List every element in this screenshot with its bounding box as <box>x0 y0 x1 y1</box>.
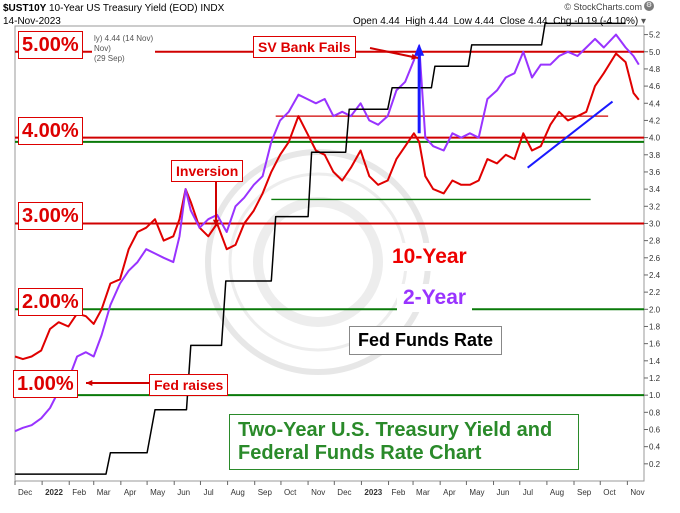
trend-line <box>527 100 614 169</box>
x-tick-label: Apr <box>443 488 456 497</box>
x-tick-label: 2022 <box>45 488 63 497</box>
y-tick-label: 3.2 <box>649 202 661 211</box>
low-value: Low 4.44 <box>453 16 495 27</box>
y-tick-label: 0.6 <box>649 425 661 434</box>
label-2-year: 2-Year <box>397 284 473 312</box>
y-tick-label: 3.0 <box>649 219 661 228</box>
y-tick-label: 3.4 <box>649 185 661 194</box>
stockcharts-credit: © StockCharts.com <box>564 2 642 12</box>
y-tick-label: 2.0 <box>649 305 661 314</box>
y-tick-label: 1.8 <box>649 322 661 331</box>
annotation-sv-bank-fails: SV Bank Fails <box>253 36 356 58</box>
y-tick-label: 4.8 <box>649 65 661 74</box>
inversion-arrow-head <box>212 219 220 226</box>
y-tick-label: 0.4 <box>649 443 661 452</box>
label-1-percent: 1.00% <box>13 370 78 398</box>
symbol: $UST10Y <box>3 3 47 14</box>
x-tick-label: Jul <box>523 488 533 497</box>
dropdown-arrow-icon[interactable]: ▾ <box>640 16 646 27</box>
y-tick-label: 1.2 <box>649 374 661 383</box>
x-tick-label: Mar <box>416 488 430 497</box>
x-tick-label: Dec <box>18 488 32 497</box>
series-line-2-year <box>14 33 640 433</box>
x-tick-label: Oct <box>603 488 616 497</box>
y-tick-label: 2.2 <box>649 288 661 297</box>
x-tick-label: Apr <box>124 488 137 497</box>
y-tick-label: 4.0 <box>649 134 661 143</box>
x-tick-label: Jun <box>497 488 510 497</box>
label-5-percent: 5.00% <box>18 31 83 59</box>
y-tick-label: 4.6 <box>649 82 661 91</box>
watermark-emblem <box>253 197 383 327</box>
symbol-description: 10-Year US Treasury Yield (EOD) <box>48 3 198 14</box>
close-value: Close 4.44 <box>499 16 548 27</box>
legend-line-3: (29 Sep) <box>94 54 125 63</box>
x-tick-label: Sep <box>258 488 273 497</box>
exchange: INDX <box>200 3 225 14</box>
ohlc-readout: Open 4.44 High 4.44 Low 4.44 Close 4.44 … <box>353 16 646 27</box>
x-tick-label: Feb <box>392 488 406 497</box>
y-tick-label: 0.8 <box>649 408 661 417</box>
open-value: Open 4.44 <box>352 16 400 27</box>
annotation-fed-raises: Fed raises <box>149 374 229 396</box>
gear-icon[interactable]: ⚙ <box>644 1 654 11</box>
svb-spike-arrow-head <box>414 43 425 56</box>
y-tick-label: 5.0 <box>649 48 661 57</box>
change-value: Chg -0.19 (-4.10%) <box>553 16 639 27</box>
fed-raises-arrow-head <box>86 379 93 387</box>
label-fed-funds-rate: Fed Funds Rate <box>349 326 503 355</box>
x-tick-label: Mar <box>97 488 111 497</box>
label-4-percent: 4.00% <box>18 117 83 145</box>
x-tick-label: May <box>150 488 165 497</box>
y-tick-label: 1.4 <box>649 357 661 366</box>
y-tick-label: 2.8 <box>649 237 661 246</box>
x-tick-label: May <box>469 488 484 497</box>
x-tick-label: Nov <box>630 488 644 497</box>
x-tick-label: Jun <box>177 488 190 497</box>
x-tick-label: Sep <box>577 488 592 497</box>
x-tick-label: Oct <box>284 488 297 497</box>
symbol-title: $UST10Y 10-Year US Treasury Yield (EOD) … <box>3 3 224 14</box>
legend-line-1: ly) 4.44 (14 Nov) <box>94 34 154 43</box>
x-tick-label: Dec <box>337 488 351 497</box>
y-tick-label: 3.6 <box>649 168 661 177</box>
y-tick-label: 1.6 <box>649 340 661 349</box>
sv-bank-arrow-shaft <box>369 47 419 59</box>
series-line-fed-funds-rate <box>15 22 626 475</box>
plot-frame <box>14 25 645 482</box>
x-tick-label: Jul <box>203 488 213 497</box>
x-tick-label: Nov <box>311 488 325 497</box>
y-tick-label: 4.2 <box>649 116 661 125</box>
chart-title-box: Two-Year U.S. Treasury Yield and Federal… <box>229 414 579 470</box>
x-tick-label: Feb <box>72 488 86 497</box>
high-value: High 4.44 <box>405 16 449 27</box>
label-2-percent: 2.00% <box>18 288 83 316</box>
x-tick-label: Aug <box>231 488 245 497</box>
chart-date: 14-Nov-2023 <box>3 16 61 27</box>
y-tick-label: 2.6 <box>649 254 661 263</box>
x-tick-label: 2023 <box>364 488 382 497</box>
x-tick-label: Aug <box>550 488 564 497</box>
y-tick-label: 4.4 <box>649 99 661 108</box>
y-tick-label: 5.2 <box>649 31 661 40</box>
series-line-10-year <box>14 52 640 361</box>
sv-bank-arrow-head <box>411 53 418 60</box>
label-3-percent: 3.00% <box>18 202 83 230</box>
annotation-inversion: Inversion <box>171 160 244 182</box>
y-tick-label: 0.2 <box>649 460 661 469</box>
label-10-year: 10-Year <box>386 243 473 271</box>
y-tick-label: 3.8 <box>649 151 661 160</box>
y-tick-label: 2.4 <box>649 271 661 280</box>
legend-line-2: Nov) <box>94 44 111 53</box>
y-tick-label: 1.0 <box>649 391 661 400</box>
series-legend: ly) 4.44 (14 Nov) Nov) (29 Sep) <box>92 34 156 64</box>
